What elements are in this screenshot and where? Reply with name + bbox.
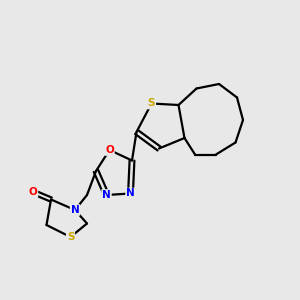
Text: N: N (102, 190, 111, 200)
Text: O: O (28, 187, 38, 197)
Text: N: N (70, 205, 80, 215)
Text: N: N (126, 188, 135, 199)
Text: O: O (105, 145, 114, 155)
Text: S: S (67, 232, 74, 242)
Text: S: S (148, 98, 155, 109)
